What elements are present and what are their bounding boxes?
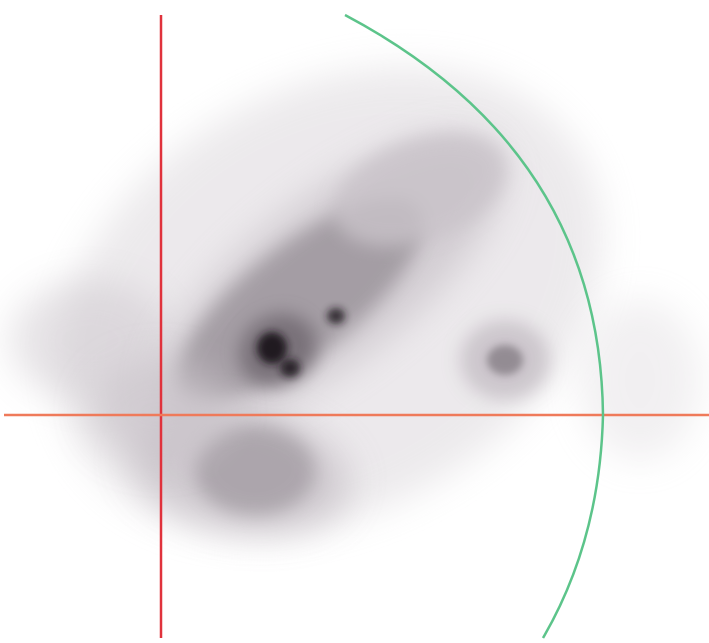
density-haze (580, 300, 700, 460)
density-cloud (10, 67, 700, 533)
boundary-arc (344, 13, 605, 639)
density-band (177, 197, 423, 403)
density-core (257, 332, 287, 364)
density-core (280, 359, 300, 377)
density-spot (487, 345, 523, 375)
density-band (333, 133, 507, 247)
density-core (327, 308, 345, 324)
density-lobe (195, 425, 315, 515)
